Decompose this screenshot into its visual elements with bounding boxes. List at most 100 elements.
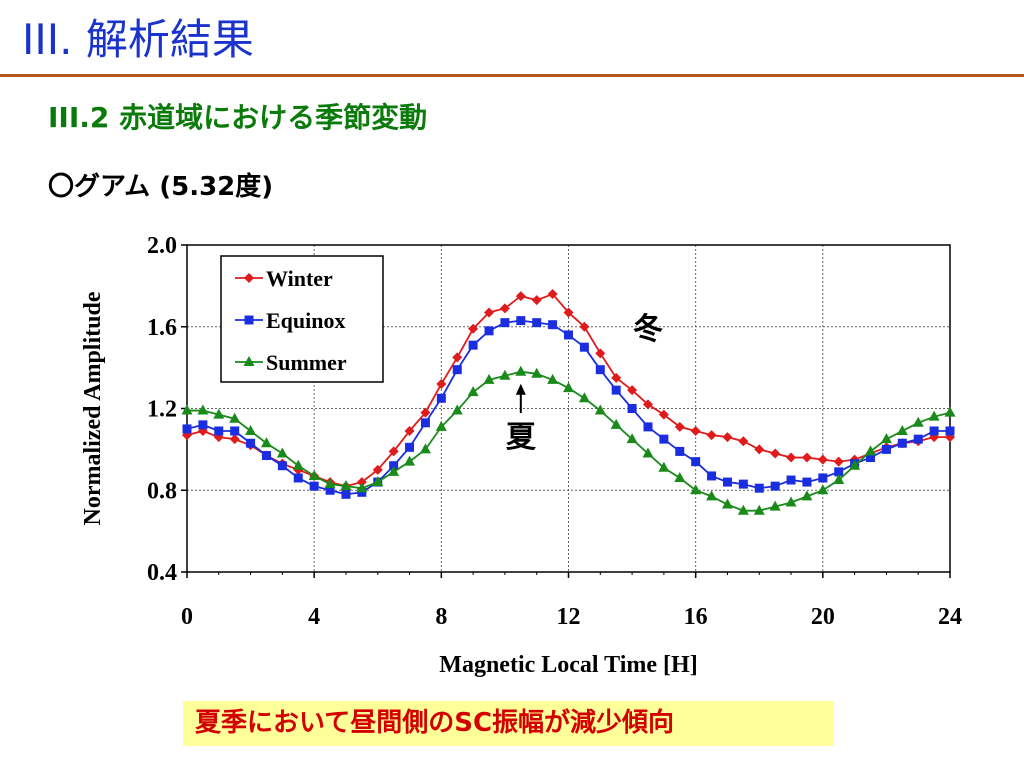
data-point (340, 480, 352, 491)
data-point (594, 404, 606, 415)
data-point (706, 430, 717, 441)
data-point (880, 433, 892, 444)
data-point (658, 461, 670, 472)
annotation: 夏 (506, 383, 537, 455)
data-point (674, 471, 686, 482)
legend-label: Winter (266, 266, 333, 291)
data-point (452, 352, 463, 363)
y-tick-label: 2.0 (147, 233, 177, 259)
data-point (595, 365, 605, 375)
data-point (658, 409, 669, 420)
data-point (515, 365, 527, 376)
data-point (563, 307, 574, 318)
data-point (276, 447, 288, 458)
data-point (610, 418, 622, 429)
x-tick-label: 12 (557, 604, 581, 630)
data-point (548, 320, 558, 330)
data-point (499, 369, 511, 380)
annotation-arrowhead (515, 383, 526, 395)
data-point (579, 321, 590, 332)
title-divider (0, 74, 1024, 77)
data-point (356, 482, 368, 493)
data-point (722, 432, 733, 443)
data-point (420, 407, 431, 418)
data-point (229, 434, 240, 445)
data-point (786, 475, 796, 485)
data-point (484, 307, 495, 318)
data-point (834, 467, 844, 477)
data-point (531, 295, 542, 306)
data-point (404, 455, 416, 466)
data-point (611, 372, 622, 383)
data-point (309, 481, 319, 491)
data-point (229, 412, 241, 423)
data-point (642, 399, 653, 410)
section-heading: III.2 赤道域における季節変動 (48, 101, 428, 134)
data-point (753, 504, 765, 515)
data-point (849, 459, 861, 470)
data-point (563, 382, 574, 393)
data-point (388, 465, 400, 476)
data-point (404, 425, 415, 436)
data-point (198, 420, 208, 430)
data-point (547, 289, 558, 300)
data-point (833, 456, 844, 467)
data-point (627, 404, 637, 413)
data-point (770, 448, 781, 459)
data-point (405, 442, 415, 452)
data-point (547, 373, 559, 384)
data-point (451, 404, 463, 415)
data-point (246, 438, 256, 448)
data-point (516, 316, 526, 326)
data-point (356, 477, 367, 488)
y-axis-label: Normalized Amplitude (80, 291, 106, 525)
x-tick-label: 4 (308, 604, 320, 630)
data-point (659, 434, 669, 444)
slide-title: III. 解析結果 (22, 15, 254, 64)
data-point (197, 404, 209, 415)
conclusion-box: 夏季において昼間側のSC振幅が減少傾向 (183, 701, 834, 746)
data-point (818, 473, 828, 483)
data-point (913, 434, 923, 444)
data-point (420, 418, 430, 428)
data-point (452, 365, 462, 375)
data-point (372, 464, 383, 475)
data-point (786, 452, 797, 463)
data-point (243, 356, 255, 366)
data-point (372, 476, 384, 487)
data-point (912, 416, 924, 427)
data-point (468, 323, 479, 334)
data-point (230, 426, 240, 436)
data-point (897, 438, 907, 448)
data-point (643, 422, 653, 432)
data-point (515, 291, 526, 302)
data-point (945, 426, 955, 436)
data-point (325, 485, 335, 495)
data-point (769, 500, 781, 511)
data-point (419, 443, 431, 454)
legend-label: Equinox (266, 308, 346, 333)
data-point (642, 447, 654, 458)
data-point (341, 489, 351, 499)
data-point (801, 452, 812, 463)
annotation-label: 冬 (633, 312, 663, 347)
data-point (801, 490, 813, 501)
data-point (817, 484, 829, 495)
data-point (388, 446, 399, 457)
data-point (785, 496, 797, 507)
data-point (737, 504, 749, 515)
data-point (468, 340, 478, 350)
y-tick-label: 1.6 (147, 315, 177, 341)
data-point (627, 385, 638, 396)
data-point (244, 315, 254, 325)
series-layer (181, 289, 956, 515)
data-point (865, 445, 877, 456)
x-tick-label: 24 (938, 604, 962, 630)
data-point (866, 453, 876, 463)
data-point (722, 477, 732, 487)
data-point (754, 444, 765, 455)
data-point (929, 426, 939, 436)
data-point (691, 457, 701, 467)
data-point (690, 425, 701, 436)
data-point (435, 420, 447, 431)
